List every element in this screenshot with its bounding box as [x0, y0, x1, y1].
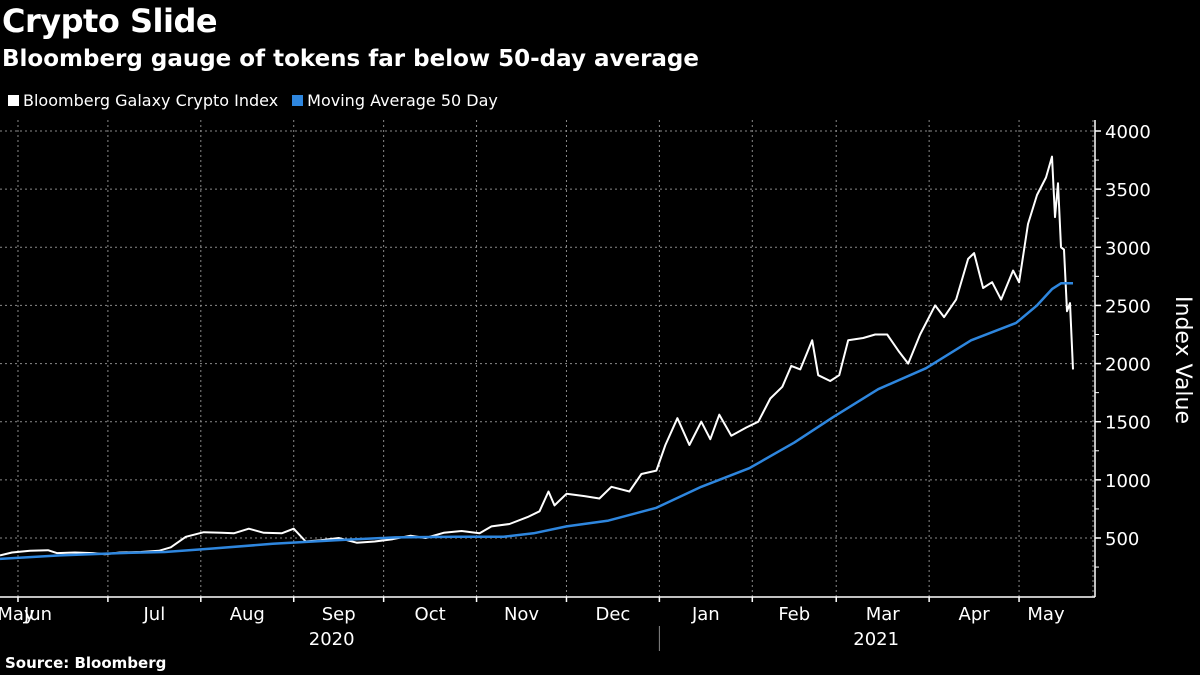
grid	[0, 120, 1095, 597]
y-tick-label: 4000	[1105, 122, 1151, 143]
y-tick-label: 1000	[1105, 471, 1151, 492]
x-tick-label: Nov	[504, 604, 539, 625]
y-tick-label: 500	[1105, 529, 1139, 550]
x-tick-label: May	[0, 604, 35, 625]
chart-subtitle: Bloomberg gauge of tokens far below 50-d…	[2, 46, 699, 72]
year-label: 2020	[309, 629, 355, 650]
y-axis-title: Index Value	[1170, 296, 1195, 424]
series-group	[0, 155, 1074, 561]
legend: Bloomberg Galaxy Crypto Index Moving Ave…	[8, 91, 498, 110]
legend-swatch-index	[8, 95, 19, 106]
legend-item-moving-average: Moving Average 50 Day	[292, 91, 498, 110]
y-tick-label: 2000	[1105, 355, 1151, 376]
x-tick-label: Dec	[596, 604, 631, 625]
x-tick-label: Sep	[322, 604, 356, 625]
y-tick-label: 2500	[1105, 296, 1151, 317]
legend-swatch-moving-average	[292, 95, 304, 106]
chart-title: Crypto Slide	[2, 2, 218, 40]
x-tick-label: May	[1027, 604, 1065, 625]
x-tick-label: Apr	[959, 604, 991, 625]
legend-item-index: Bloomberg Galaxy Crypto Index	[8, 91, 278, 110]
y-tick-label: 3000	[1105, 238, 1151, 259]
y-tick-label: 1500	[1105, 413, 1151, 434]
source-note: Source: Bloomberg	[5, 654, 167, 672]
series-line-moving-average	[0, 282, 1073, 561]
x-tick-label: Aug	[230, 604, 265, 625]
legend-label-moving-average: Moving Average 50 Day	[307, 91, 498, 110]
series-line-index	[0, 155, 1074, 557]
year-label: 2021	[853, 629, 899, 650]
x-tick-label: Feb	[778, 604, 810, 625]
legend-label-index: Bloomberg Galaxy Crypto Index	[23, 91, 279, 110]
y-tick-label: 3500	[1105, 180, 1151, 201]
x-tick-label: Oct	[415, 604, 446, 625]
x-tick-label: Jul	[142, 604, 165, 625]
x-tick-label: Jun	[23, 604, 52, 625]
x-tick-label: Jan	[691, 604, 720, 625]
x-tick-label: Mar	[866, 604, 901, 625]
